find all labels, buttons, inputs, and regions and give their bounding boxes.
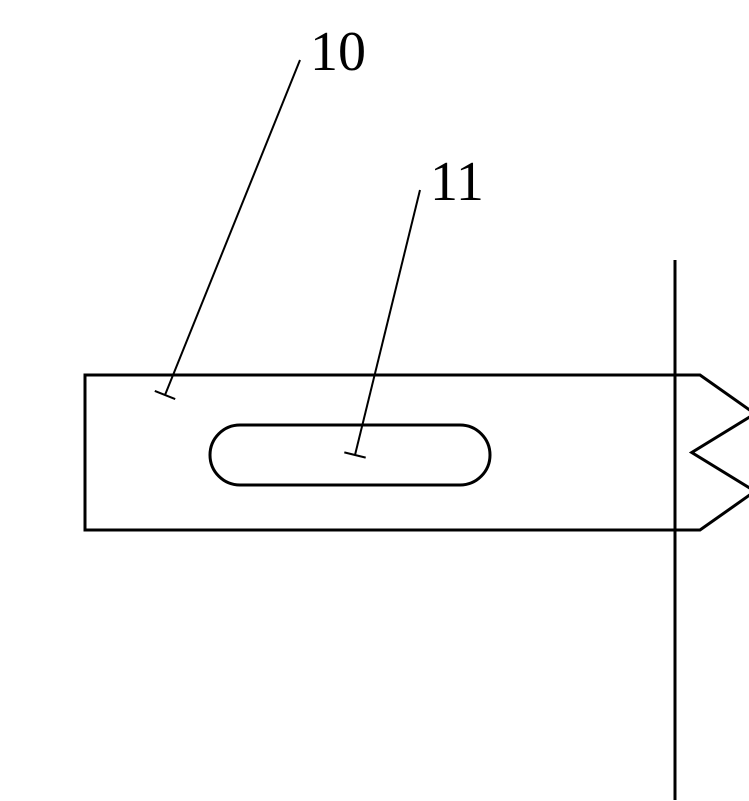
leader-11 (355, 190, 420, 455)
label-11: 11 (430, 151, 484, 213)
part-11-slot (210, 425, 490, 485)
leader-10 (165, 60, 300, 395)
leader-10-tick (155, 391, 175, 399)
label-10: 10 (310, 21, 366, 83)
part-10-outline (85, 375, 749, 530)
technical-drawing: 10 11 (0, 0, 749, 801)
